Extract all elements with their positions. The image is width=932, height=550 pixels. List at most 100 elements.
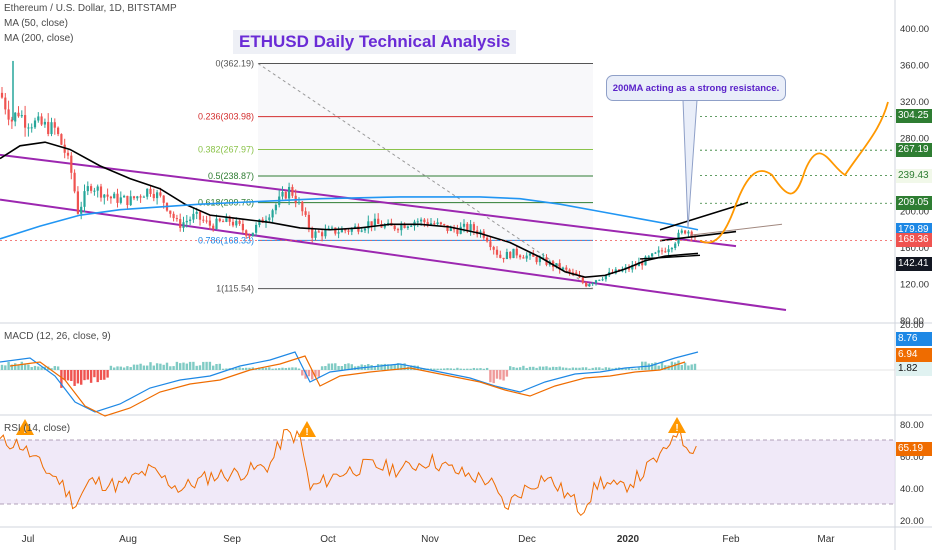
- macd-histogram-bar: [449, 368, 452, 370]
- ma50-legend[interactable]: MA (50, close): [4, 18, 68, 29]
- macd-histogram-bar: [287, 367, 291, 370]
- candle-body: [433, 223, 436, 225]
- fibonacci-retracement[interactable]: 0(362.19) 0.236(303.98) 0.382(267.97) 0.5(2…: [198, 59, 594, 294]
- candle-body: [486, 237, 489, 242]
- macd-histogram-bar: [664, 365, 667, 370]
- candle-body: [317, 231, 320, 233]
- candle-body: [647, 256, 650, 258]
- macd-histogram-bar: [472, 367, 476, 370]
- macd-axis-tick: 20.00: [900, 320, 924, 331]
- macd-histogram-bar: [235, 368, 238, 370]
- macd-histogram-bar: [476, 368, 479, 370]
- macd-histogram-bar: [347, 363, 350, 370]
- macd-histogram-bar: [377, 364, 380, 370]
- macd-histogram-bar: [578, 367, 581, 370]
- macd-histogram-bar: [393, 364, 396, 370]
- candle-body: [568, 269, 571, 273]
- macd-histogram-bar: [10, 364, 14, 370]
- rsi-legend[interactable]: RSI (14, close): [4, 423, 71, 434]
- signal-line: [9, 355, 686, 417]
- candle-body: [515, 248, 518, 256]
- price-axis-tick: 160.00: [900, 243, 929, 254]
- macd-histogram-bar: [129, 367, 132, 370]
- time-axis-label: 2020: [617, 534, 640, 545]
- price-tag: 267.19: [896, 143, 932, 158]
- candle-body: [258, 219, 261, 225]
- candle-body: [271, 210, 274, 218]
- macd-histogram-bar: [113, 367, 116, 370]
- macd-histogram-bar: [258, 367, 261, 370]
- macd-histogram-bar: [555, 366, 558, 370]
- macd-histogram-bar: [330, 363, 334, 370]
- symbol-legend[interactable]: Ethereum / U.S. Dollar, 1D, BITSTAMP: [4, 3, 177, 14]
- macd-histogram-bar: [192, 361, 195, 370]
- macd-histogram-bar: [340, 366, 344, 370]
- candle-body: [360, 230, 363, 232]
- macd-histogram-bar: [80, 370, 83, 385]
- candle-body: [132, 196, 136, 199]
- macd-histogram-bar: [525, 368, 528, 370]
- trend-drawings[interactable]: [0, 99, 895, 260]
- candle-body: [604, 275, 607, 280]
- macd-histogram-bar: [683, 362, 687, 370]
- macd-histogram-bar: [581, 367, 584, 370]
- candle-body: [307, 214, 310, 229]
- macd-legend[interactable]: MACD (12, 26, close, 9): [4, 331, 111, 342]
- macd-histogram-bar: [462, 368, 466, 370]
- candle-body: [119, 197, 122, 203]
- candle-body: [538, 258, 541, 263]
- ma200-legend[interactable]: MA (200, close): [4, 33, 74, 44]
- macd-histogram-bar: [155, 363, 159, 370]
- candle-body: [20, 115, 23, 117]
- candle-body: [512, 248, 515, 259]
- price-tag: 179.89: [896, 222, 932, 237]
- candle-body: [565, 267, 568, 270]
- macd-histogram-bar: [268, 367, 271, 370]
- macd-histogram-bar: [60, 370, 63, 388]
- macd-histogram-bar: [344, 363, 347, 370]
- candle-body: [680, 230, 683, 233]
- macd-value-tag: 6.94: [896, 348, 932, 362]
- candle-body: [238, 220, 241, 224]
- macd-histogram-bar: [307, 370, 311, 377]
- macd-histogram-bar: [294, 367, 297, 370]
- candle-body: [179, 219, 182, 228]
- macd-histogram-bar: [674, 362, 677, 370]
- candle-body: [347, 230, 350, 232]
- ma200-line: [0, 196, 699, 240]
- macd-histogram-bar: [561, 367, 565, 370]
- candle-body: [225, 216, 228, 222]
- candle-body: [528, 253, 532, 256]
- chart-title: ETHUSD Daily Technical Analysis: [233, 30, 517, 54]
- macd-histogram-bar: [489, 370, 492, 383]
- candle-body: [532, 253, 535, 257]
- macd-histogram-bar: [218, 363, 221, 370]
- candle-body: [588, 284, 591, 287]
- candle-body: [535, 256, 538, 263]
- candle-body: [136, 196, 139, 199]
- time-axis-label: Mar: [817, 534, 835, 545]
- descending-channel[interactable]: [0, 153, 787, 312]
- macd-histogram-bar: [139, 363, 142, 370]
- candle-body: [334, 227, 337, 234]
- macd-histogram-bar: [396, 363, 400, 370]
- fib-level-label: 0.382(267.97): [198, 144, 254, 154]
- macd-histogram-bar: [231, 368, 235, 370]
- candle-body: [674, 243, 677, 249]
- macd-histogram-bar: [545, 366, 548, 370]
- macd-histogram-bar: [53, 366, 56, 370]
- annotation-callout[interactable]: 200MA acting as a strong resistance.: [606, 75, 786, 101]
- macd-histogram-bar: [103, 370, 106, 380]
- macd-histogram-bar: [40, 367, 43, 370]
- candle-body: [314, 231, 317, 238]
- candle-body: [281, 191, 284, 197]
- candle-body: [505, 251, 508, 260]
- macd-histogram-bar: [535, 367, 538, 370]
- macd-histogram-bar: [641, 361, 644, 370]
- candle-body: [212, 225, 215, 230]
- candle-body: [469, 224, 472, 231]
- candle-body: [255, 224, 258, 233]
- macd-histogram-bar: [215, 364, 218, 370]
- candle-body: [687, 231, 690, 234]
